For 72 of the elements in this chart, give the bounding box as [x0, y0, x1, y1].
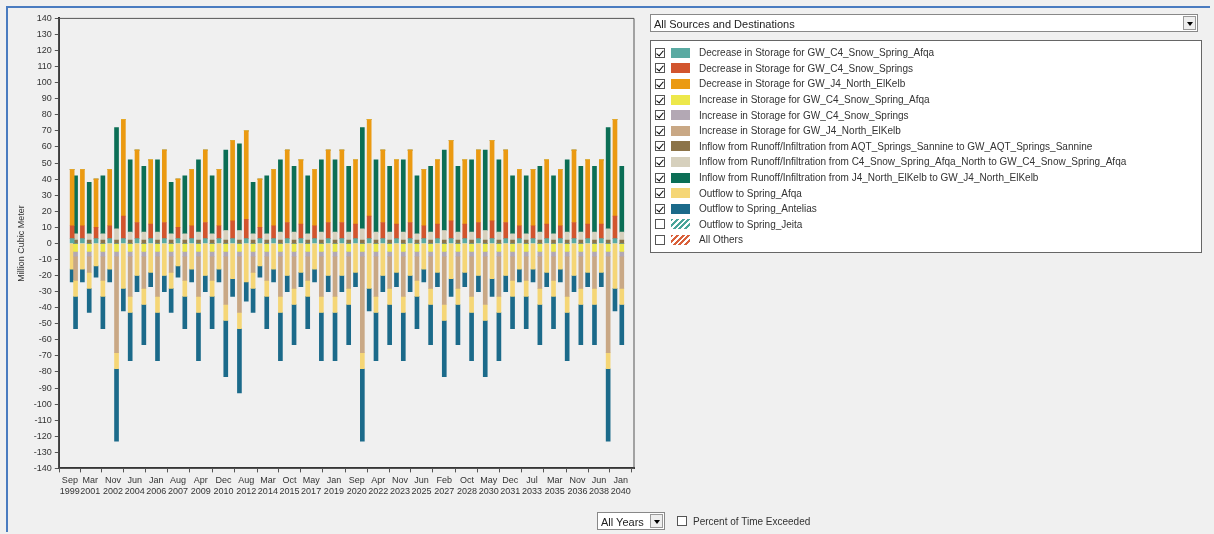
- y-tick-label: -120: [33, 430, 52, 441]
- x-tick-label: Apr 2009: [190, 475, 211, 497]
- y-tick-label: 140: [36, 12, 52, 23]
- y-tick-label: 20: [41, 205, 52, 216]
- y-tick-label: -60: [38, 334, 52, 345]
- dropdown: All Years: [597, 512, 665, 530]
- y-tick-label: 100: [36, 77, 52, 88]
- legend-label: Decrease in Storage for GW_C4_Snow_Spring_Afqa: [699, 47, 935, 59]
- x-tick-label: Sep 2020: [346, 475, 367, 497]
- y-tick-label: 80: [41, 109, 52, 120]
- x-tick-label: Mar 2035: [544, 475, 565, 497]
- y-tick-label: -90: [38, 382, 52, 393]
- legend-label: Decrease in Storage for GW_J4_North_ElKelb: [699, 78, 906, 90]
- y-tick-label: -130: [33, 446, 52, 457]
- y-tick-label: -30: [38, 286, 52, 297]
- x-tick-label: Sep 1999: [59, 475, 80, 497]
- legend-label: Increase in Storage for GW_C4_Snow_Spring_Afqa: [699, 94, 930, 106]
- x-tick-label: Dec 2010: [213, 475, 234, 497]
- y-tick-label: 70: [41, 125, 52, 136]
- y-tick-label: 120: [36, 45, 52, 56]
- x-tick-label: Feb 2027: [434, 475, 455, 497]
- y-tick-label: 30: [41, 189, 52, 200]
- x-tick-label: Oct 2015: [279, 475, 300, 497]
- y-tick-label: -100: [33, 398, 52, 409]
- y-tick-label: -110: [34, 414, 52, 425]
- x-tick-label: May 2030: [478, 475, 499, 497]
- dropdown: All Sources and Destinations: [650, 14, 1198, 32]
- legend-label: Increase in Storage for GW_J4_North_ElKelb: [699, 125, 901, 137]
- y-tick-label: -40: [38, 302, 52, 313]
- y-tick-label: 90: [41, 93, 52, 104]
- y-tick-label: -80: [38, 366, 52, 377]
- x-tick-label: May 2017: [301, 475, 322, 497]
- legend-label: Inflow from Runoff/Infiltration from J4_North_ElKelb to GW_J4_North_ElKelb: [699, 172, 1039, 184]
- legend-label: All Others: [699, 234, 743, 246]
- x-tick-label: Apr 2022: [368, 475, 389, 497]
- y-tick-label: 110: [37, 61, 52, 72]
- y-tick-label: -10: [38, 253, 52, 264]
- x-tick-label: Aug 2007: [167, 475, 188, 497]
- x-tick-label: Mar 2014: [257, 475, 278, 497]
- legend-label: Outflow to Spring_Afqa: [699, 187, 802, 199]
- legend-label: Inflow from Runoff/Infiltration from AQT_Springs_Sannine to GW_AQT_Springs_Sannine: [699, 140, 1093, 152]
- x-tick-label: Dec 2031: [500, 475, 521, 497]
- x-tick-label: Jul 2033: [521, 475, 542, 497]
- y-tick-label: 130: [36, 28, 52, 39]
- x-tick-label: Jun 2004: [124, 475, 145, 497]
- y-tick-label: 50: [41, 157, 52, 168]
- x-tick-label: Jun 2038: [589, 475, 610, 497]
- legend-label: Outflow to Spring_Jeita: [699, 218, 803, 230]
- x-tick-label: Jan 2019: [323, 475, 344, 497]
- legend-label: Decrease in Storage for GW_C4_Snow_Springs: [699, 62, 913, 74]
- x-tick-label: Oct 2028: [457, 475, 478, 497]
- x-tick-label: Jan 2040: [610, 475, 631, 497]
- y-tick-label: -140: [33, 462, 52, 473]
- x-tick-label: Nov 2002: [103, 475, 124, 497]
- y-tick-label: 60: [41, 141, 52, 152]
- y-axis-title: Million Cubic Meter: [15, 205, 26, 282]
- y-tick-label: -70: [38, 350, 52, 361]
- y-tick-label: -20: [38, 270, 52, 281]
- y-tick-label: 10: [41, 221, 52, 232]
- legend-label: Outflow to Spring_Antelias: [699, 203, 817, 215]
- x-tick-label: Nov 2036: [567, 475, 588, 497]
- x-tick-label: Nov 2023: [389, 475, 410, 497]
- y-tick-label: 40: [41, 173, 52, 184]
- legend-label: Increase in Storage for GW_C4_Snow_Springs: [699, 109, 909, 121]
- x-tick-label: Mar 2001: [80, 475, 101, 497]
- text: Percent of Time Exceeded: [693, 515, 811, 527]
- x-tick-label: Aug 2012: [236, 475, 257, 497]
- y-tick-label: 0: [46, 237, 52, 248]
- x-tick-label: Jun 2025: [411, 475, 432, 497]
- legend-label: Inflow from Runoff/Infiltration from C4_Snow_Spring_Afqa_North to GW_C4_Snow_Spring_Afqa: [699, 156, 1127, 168]
- x-tick-label: Jan 2006: [146, 475, 167, 497]
- y-tick-label: -50: [38, 318, 52, 329]
